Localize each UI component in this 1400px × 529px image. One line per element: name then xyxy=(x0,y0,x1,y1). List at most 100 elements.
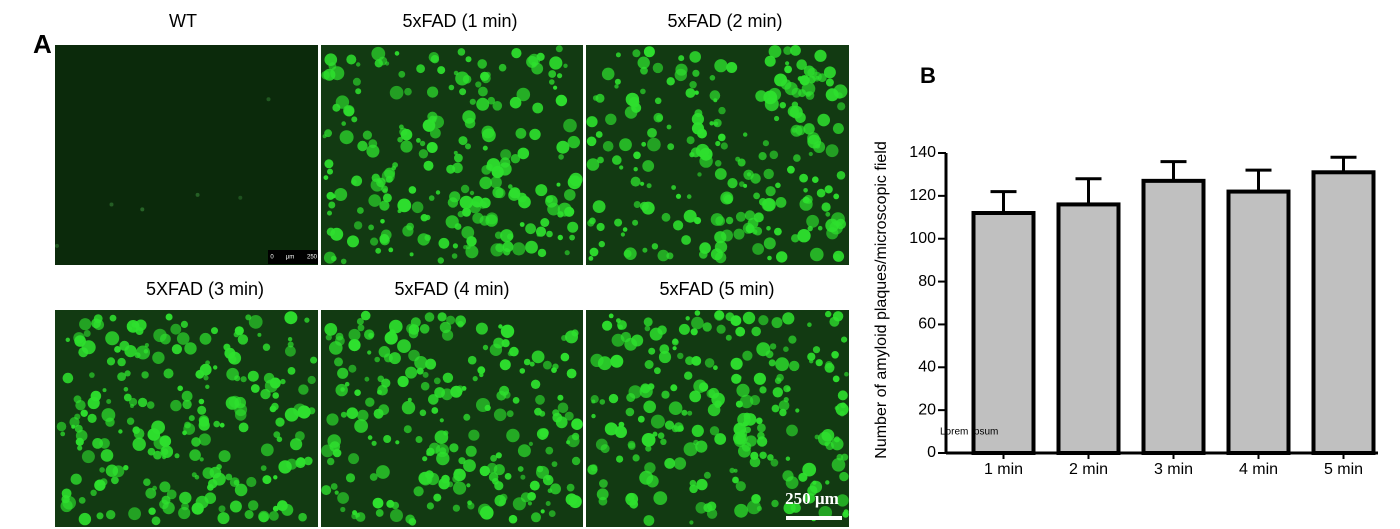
plaque xyxy=(415,436,423,443)
plaque xyxy=(597,356,612,371)
plaque xyxy=(394,51,400,56)
plaque xyxy=(422,371,429,378)
plaque xyxy=(764,55,776,67)
plaque xyxy=(198,433,211,446)
plaque xyxy=(273,475,278,480)
plaque xyxy=(218,505,226,513)
plaque xyxy=(548,510,556,517)
y-tick-label: 120 xyxy=(909,187,936,204)
plaque xyxy=(405,514,415,524)
plaque xyxy=(416,138,421,143)
plaque xyxy=(466,483,471,488)
plaque xyxy=(490,176,502,189)
plaque xyxy=(500,324,515,338)
plaque xyxy=(824,362,835,373)
plaque xyxy=(425,214,431,221)
plaque xyxy=(334,357,343,367)
plaque xyxy=(778,400,790,411)
plaque xyxy=(356,318,364,325)
plaque xyxy=(382,188,388,194)
image-title: 5xFAD (2 min) xyxy=(667,11,782,31)
plaque xyxy=(623,249,632,258)
plaque xyxy=(492,186,504,199)
plaque xyxy=(442,372,454,383)
plaque xyxy=(310,356,318,364)
plaque xyxy=(716,324,726,334)
plaque xyxy=(500,229,514,243)
plaque xyxy=(752,229,758,235)
plaque xyxy=(586,136,597,147)
plaque xyxy=(499,385,510,396)
plaque xyxy=(140,207,145,212)
plaque xyxy=(498,162,512,176)
plaque xyxy=(463,459,476,472)
plaque xyxy=(673,220,684,231)
plaque xyxy=(709,75,716,81)
plaque xyxy=(802,196,810,204)
plaque xyxy=(742,350,753,361)
plaque xyxy=(371,46,386,61)
plaque xyxy=(776,251,788,263)
plaque xyxy=(803,188,808,193)
plaque xyxy=(327,168,333,175)
plaque xyxy=(500,149,512,161)
plaque xyxy=(517,466,524,472)
plaque xyxy=(643,400,656,414)
plaque xyxy=(592,95,599,101)
plaque xyxy=(598,240,605,248)
plaque xyxy=(713,365,718,371)
plaque xyxy=(295,457,306,469)
plaque xyxy=(697,172,702,177)
plaque xyxy=(348,364,357,373)
plaque xyxy=(226,367,239,381)
plaque xyxy=(105,417,115,427)
plaque xyxy=(468,429,480,441)
plaque xyxy=(508,514,518,524)
plaque xyxy=(837,390,848,401)
plaque xyxy=(437,257,444,264)
plaque xyxy=(771,317,783,329)
plaque xyxy=(472,376,478,382)
plaque xyxy=(618,421,625,428)
plaque xyxy=(698,382,709,392)
plaque xyxy=(564,250,570,256)
plaque xyxy=(525,240,538,254)
plaque xyxy=(266,97,271,102)
plaque xyxy=(408,349,420,362)
plaque xyxy=(567,434,580,448)
plaque xyxy=(735,432,748,445)
plaque xyxy=(647,137,661,152)
plaque xyxy=(379,200,390,211)
plaque xyxy=(405,366,418,379)
plaque xyxy=(304,456,313,466)
plaque xyxy=(783,385,791,393)
y-tick-label: 20 xyxy=(918,401,936,418)
plaque xyxy=(774,377,782,385)
plaque xyxy=(397,375,409,388)
plaque xyxy=(652,62,664,74)
plaque xyxy=(591,413,596,419)
plaque xyxy=(795,408,800,413)
plaque xyxy=(90,390,102,402)
image-title: 5XFAD (3 min) xyxy=(146,279,264,299)
bar xyxy=(971,211,1036,455)
plaque xyxy=(117,372,126,381)
plaque xyxy=(375,247,382,254)
plaque xyxy=(83,330,91,337)
plaque xyxy=(340,411,347,418)
plaque xyxy=(493,337,504,349)
plaque xyxy=(632,49,641,58)
plaque xyxy=(461,386,467,391)
plaque xyxy=(475,81,482,88)
plaque xyxy=(632,454,640,462)
plaque xyxy=(757,431,765,440)
plaque xyxy=(402,225,414,237)
plaque xyxy=(141,371,149,379)
plaque xyxy=(102,388,107,393)
plaque xyxy=(589,247,599,257)
plaque xyxy=(517,147,530,160)
plaque xyxy=(465,445,477,457)
plaque xyxy=(664,420,675,430)
bar xyxy=(1226,189,1291,455)
plaque xyxy=(742,311,756,325)
